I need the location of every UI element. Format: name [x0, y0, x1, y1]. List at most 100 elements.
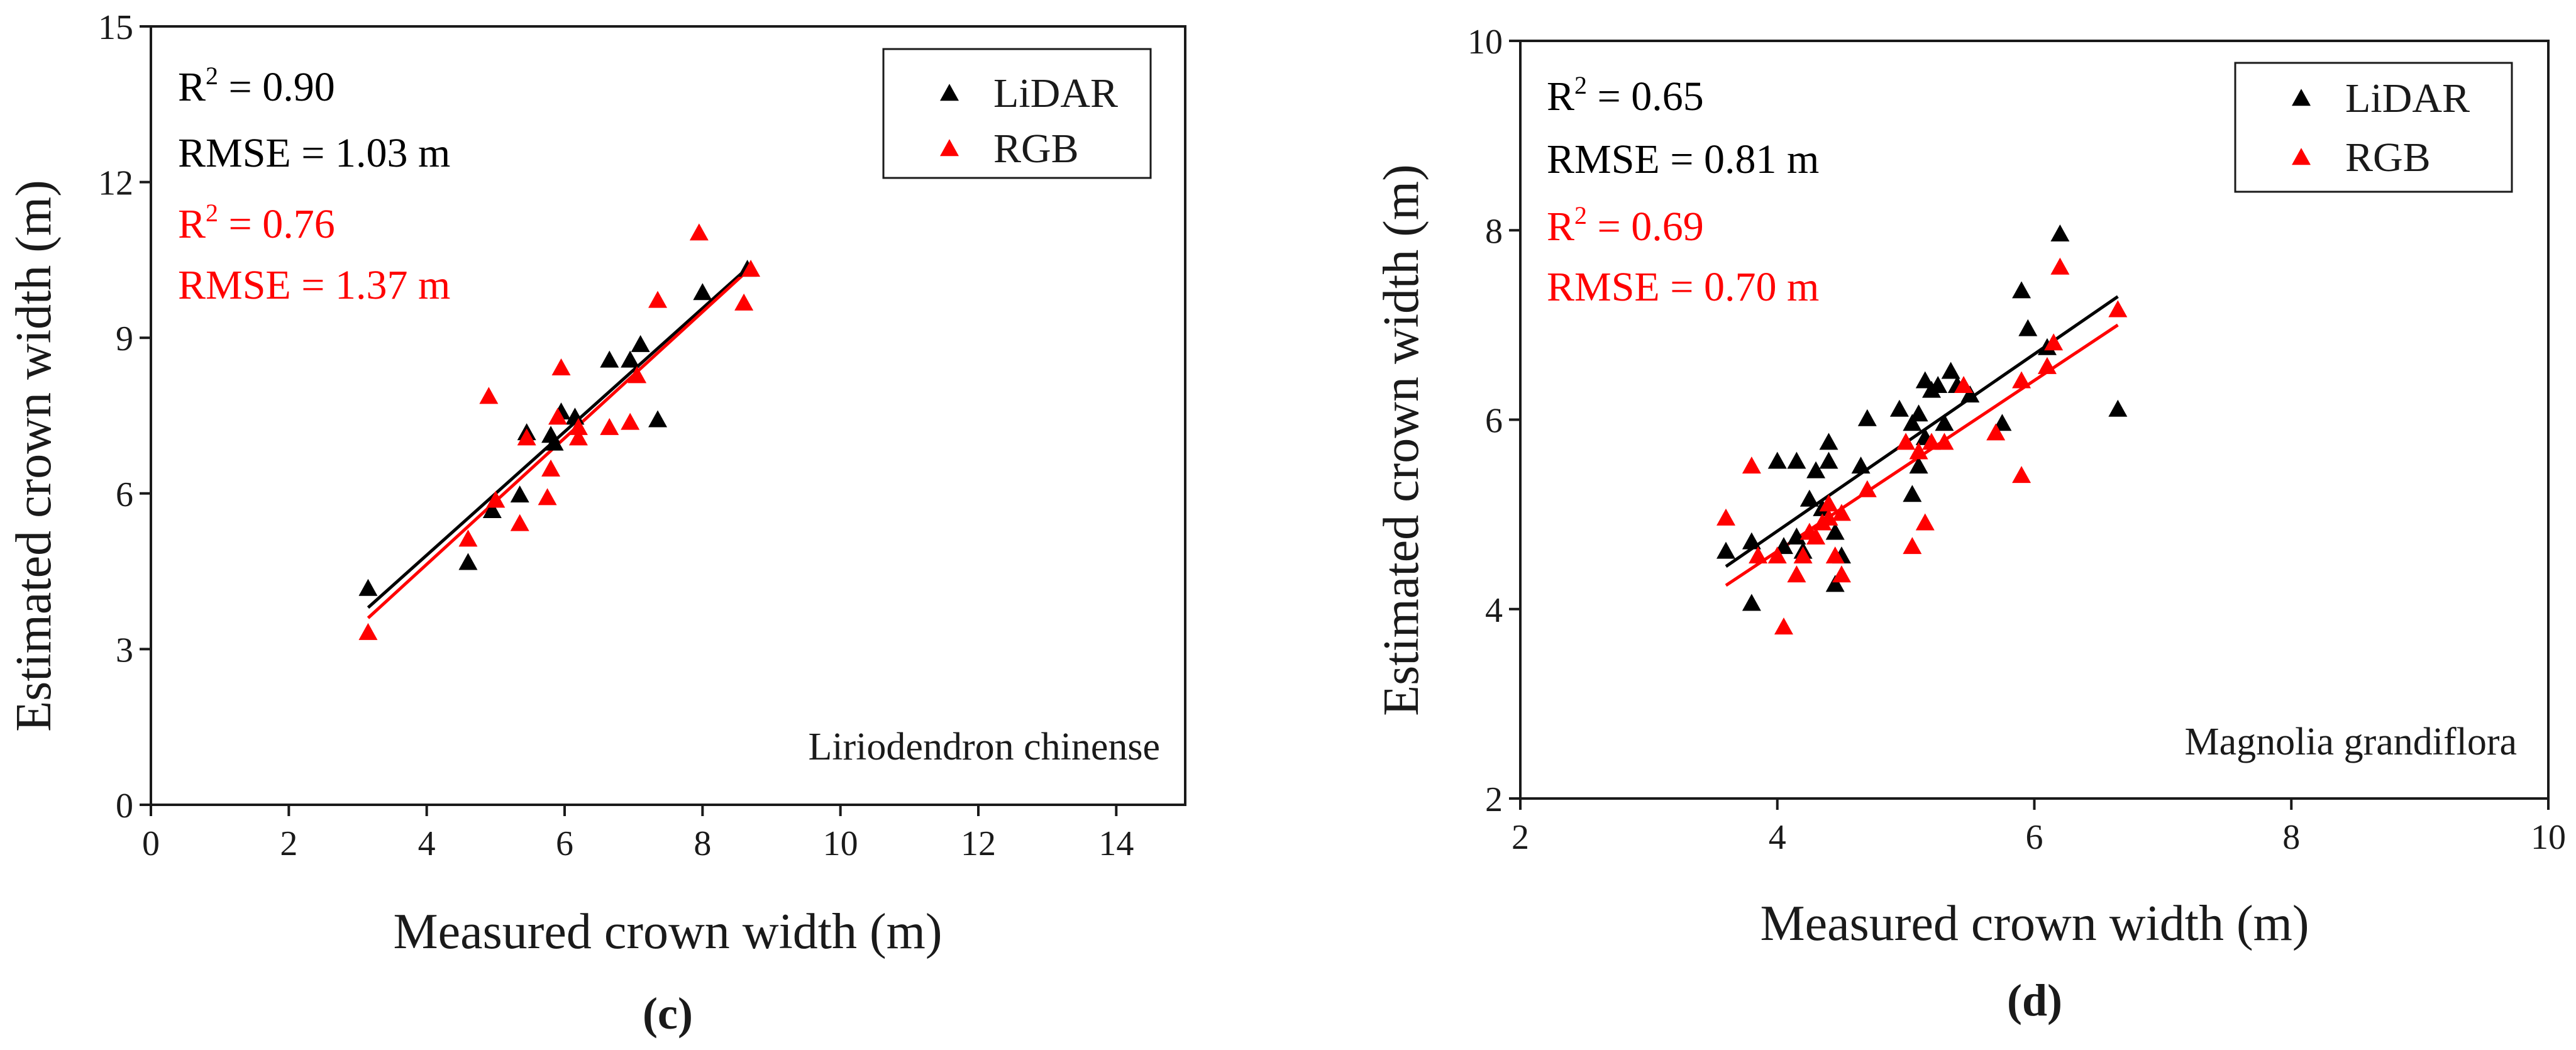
- panel-d-y-tick-label: 6: [1485, 402, 1503, 441]
- panel-d-point-rgb: [1742, 456, 1761, 474]
- panel-d-point-lidar: [1742, 594, 1761, 611]
- panel-d-point-lidar: [1935, 414, 1954, 431]
- panel-d-legend-marker-lidar: [2292, 89, 2311, 106]
- panel-c-plot-area: 0 2 4 6 8 10 12 14 0 3 6 9 12 15: [98, 8, 1186, 863]
- panel-c-legend-label-rgb: RGB: [993, 126, 1079, 172]
- panel-d-y-tick-label: 8: [1485, 212, 1503, 251]
- panel-c-rgb-r2: R2 = 0.76: [178, 199, 335, 247]
- panel-c-point-rgb: [538, 488, 557, 506]
- panel-c-point-rgb: [627, 366, 647, 384]
- panel-d-point-lidar: [1799, 489, 1819, 507]
- panel-d-point-lidar: [1960, 385, 1980, 403]
- panel-d-point-lidar: [1825, 522, 1845, 540]
- panel-d-point-rgb: [1787, 565, 1806, 583]
- panel-d-point-lidar: [1857, 409, 1877, 426]
- panel-c-point-rgb: [541, 459, 561, 477]
- panel-c-rgb-r2-value: = 0.76: [218, 201, 335, 247]
- panel-d-legend-box: [2234, 62, 2513, 193]
- panel-d-point-rgb: [1793, 546, 1813, 564]
- panel-d-point-rgb: [2108, 300, 2128, 318]
- panel-d-point-rgb: [1903, 537, 1922, 555]
- panel-d-point-lidar: [1903, 414, 1922, 431]
- panel-c-x-tick-label: 0: [142, 824, 160, 863]
- panel-d-point-rgb: [2050, 257, 2070, 275]
- panel-c-point-rgb: [358, 622, 378, 640]
- panel-d-rgb-r2: R2 = 0.69: [1547, 201, 1704, 250]
- panel-d-y-tick-label: 2: [1485, 780, 1503, 819]
- panel-d-point-rgb: [2037, 356, 2057, 374]
- panel-d-x-tick-label: 8: [2282, 818, 2300, 857]
- panel-d-point-rgb: [1749, 546, 1768, 564]
- panel-d-point-rgb: [1832, 565, 1851, 583]
- panel-c-point-rgb: [486, 490, 506, 508]
- panel-d-point-rgb: [1857, 480, 1877, 497]
- panel-c-y-tick-label: 6: [116, 475, 133, 514]
- panel-c-point-rgb: [548, 407, 568, 425]
- panel-d-lidar-r2: R2 = 0.65: [1547, 71, 1704, 119]
- panel-d-point-rgb: [1825, 546, 1845, 564]
- panel-c-point-rgb: [458, 529, 478, 547]
- panel-d-rgb-r2-value: = 0.69: [1587, 204, 1704, 250]
- panel-c-point-lidar: [458, 553, 478, 570]
- panel-d-stats: R2 = 0.65 RMSE = 0.81 m R2 = 0.69 RMSE =…: [1547, 71, 1819, 310]
- panel-d-point-lidar: [1742, 532, 1761, 550]
- panel-c-legend-box: [882, 48, 1152, 179]
- panel-c-point-rgb: [600, 417, 619, 435]
- panel-d-point-lidar: [1941, 362, 1960, 379]
- panel-c-y-tick-label: 12: [98, 164, 133, 203]
- panel-c-point-lidar: [510, 485, 529, 503]
- panel-c-point-rgb: [648, 290, 668, 308]
- panel-c-axes-frame: [150, 25, 1186, 806]
- panel-d-point-rgb: [1935, 433, 1954, 450]
- panel-c-lidar-rmse: RMSE = 1.03 m: [178, 130, 450, 176]
- panel-c-x-tick-label: 6: [556, 824, 573, 863]
- panel-c-point-rgb: [621, 412, 640, 430]
- panel-c-lidar-r2-value: = 0.90: [218, 64, 335, 110]
- panel-c-label: (c): [643, 988, 693, 1039]
- panel-c-lidar-r2-sup: 2: [206, 62, 218, 90]
- panel-d-rgb-r2-label: R: [1547, 204, 1574, 250]
- panel-d-lidar-rmse: RMSE = 0.81 m: [1547, 136, 1819, 182]
- panel-c-legend: LiDAR RGB: [882, 48, 1152, 179]
- panel-d-point-rgb: [1819, 494, 1838, 512]
- panel-c-y-tick-label: 3: [116, 631, 133, 670]
- panel-d-point-lidar: [1767, 451, 1787, 469]
- panel-c-rgb-r2-label: R: [178, 201, 206, 247]
- panel-c-point-rgb: [741, 260, 761, 277]
- panel-d-legend: LiDAR RGB: [2234, 62, 2513, 193]
- panel-d-x-tick-label: 2: [1512, 818, 1529, 857]
- panel-d-point-lidar: [1819, 433, 1838, 450]
- panel-d-point-rgb: [1986, 423, 2006, 441]
- panel-c-rgb-rmse: RMSE = 1.37 m: [178, 262, 450, 308]
- panel-c-stats: R2 = 0.90 RMSE = 1.03 m R2 = 0.76 RMSE =…: [178, 62, 450, 308]
- panel-d-point-rgb: [1922, 433, 1941, 450]
- panel-c-point-lidar: [600, 350, 619, 368]
- panel-d-y-tick-label: 10: [1468, 23, 1503, 62]
- panel-c-point-rgb: [568, 428, 588, 446]
- panel-c-lidar-r2-label: R: [178, 64, 206, 110]
- panel-c-legend-marker-lidar: [940, 84, 959, 101]
- panel-d-x-tick-label: 6: [2026, 818, 2043, 857]
- panel-d-lidar-r2-value: = 0.65: [1587, 74, 1704, 119]
- panel-c-point-rgb: [689, 223, 709, 241]
- panel-d-point-rgb: [1806, 528, 1826, 545]
- panel-d-point-rgb: [1716, 508, 1735, 526]
- panel-d-legend-label-lidar: LiDAR: [2345, 75, 2470, 121]
- panel-c-point-rgb: [568, 417, 588, 435]
- panel-c-lidar-r2: R2 = 0.90: [178, 62, 335, 110]
- panel-d-point-rgb: [1909, 442, 1928, 460]
- panel-d-point-lidar: [1851, 456, 1871, 474]
- panel-d-point-lidar: [1787, 451, 1806, 469]
- panel-d-point-lidar: [1787, 528, 1806, 545]
- panel-d-y-tick-label: 4: [1485, 591, 1503, 630]
- panel-d-x-tick-label: 4: [1769, 818, 1786, 857]
- panel-d-x-axis-title: Measured crown width (m): [1760, 896, 2309, 951]
- panel-d-legend-label-rgb: RGB: [2345, 135, 2431, 180]
- panel-c-rgb-r2-sup: 2: [206, 199, 218, 227]
- panel-c-point-rgb: [734, 293, 754, 311]
- panel-d-point-lidar: [1928, 376, 1948, 394]
- panel-c-x-tick-label: 4: [418, 824, 436, 863]
- panel-d-point-rgb: [1896, 433, 1916, 450]
- panel-d-x-tick-label: 10: [2531, 818, 2566, 857]
